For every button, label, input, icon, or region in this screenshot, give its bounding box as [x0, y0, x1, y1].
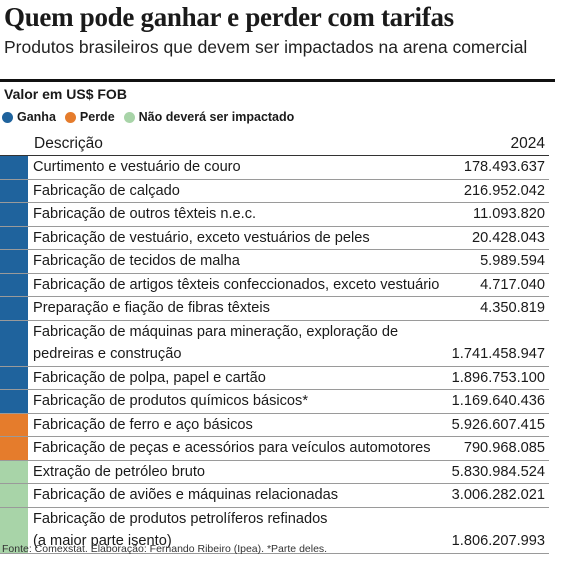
table-row: Fabricação de polpa, papel e cartão 1.896… — [0, 366, 549, 390]
page-subtitle: Produtos brasileiros que devem ser impac… — [4, 37, 528, 57]
row-value: 790.968.085 — [463, 440, 545, 456]
row-description: Fabricação de tecidos de malha — [33, 253, 240, 269]
row-description: Fabricação de aviões e máquinas relacion… — [33, 487, 339, 503]
table-row: Fabricação de aviões e máquinas relacion… — [0, 484, 549, 508]
table-row: Fabricação de máquinas para mineração, e… — [0, 320, 549, 367]
table-row: Fabricação de ferro e aço básicos 5.926.6… — [0, 413, 549, 437]
category-color-bar — [0, 250, 28, 273]
category-color-bar — [0, 507, 28, 553]
row-value: 4.350.819 — [480, 300, 545, 316]
row-description: Fabricação de ferro e aço básicos — [33, 416, 253, 433]
legend-dot-ganha — [2, 111, 13, 123]
table-row: Extração de petróleo bruto 5.830.984.524 — [0, 460, 549, 484]
row-description: Fabricação de artigos têxteis confeccion… — [33, 276, 440, 293]
row-value: 216.952.042 — [463, 182, 545, 199]
row-value: 178.493.637 — [463, 159, 545, 175]
category-color-bar — [0, 437, 28, 460]
table-row: Fabricação de artigos têxteis confeccion… — [0, 273, 549, 297]
row-description: Fabricação de outros têxteis n.e.c. — [33, 206, 257, 222]
table-row: Fabricação de vestuário, exceto vestuári… — [0, 226, 549, 250]
legend-dot-neutro — [123, 111, 135, 123]
category-color-bar — [0, 484, 28, 507]
legend-label-perde: Perde — [79, 110, 115, 124]
legend-label-neutro: Não deverá ser impactado — [138, 110, 295, 124]
unit-label: Valor em US$ FOB — [4, 86, 127, 102]
column-header-year: 2024 — [510, 135, 545, 152]
row-description: Curtimento e vestuário de couro — [33, 159, 241, 175]
category-color-bar — [0, 203, 28, 226]
column-header-descricao: Descrição — [34, 135, 103, 152]
table-row: Fabricação de calçado 216.952.042 — [0, 179, 549, 203]
row-value: 11.093.820 — [473, 206, 545, 222]
category-color-bar — [0, 320, 28, 366]
category-color-bar — [0, 297, 28, 320]
page-title: Quem pode ganhar e perder com tarifas — [4, 2, 454, 32]
legend-item-perde: Perde — [64, 110, 115, 124]
row-description: Extração de petróleo bruto — [33, 463, 205, 480]
row-description: Fabricação de vestuário, exceto vestuári… — [33, 229, 370, 246]
table-row: Fabricação de produtos químicos básicos*… — [0, 390, 549, 414]
legend-dot-perde — [64, 111, 76, 123]
table-row: Fabricação de tecidos de malha 5.989.594 — [0, 250, 549, 274]
legend: Ganha Perde Não deverá ser impactado — [2, 110, 303, 124]
row-description: Fabricação de máquinas para mineração, e… — [33, 323, 399, 363]
row-value: 5.926.607.415 — [451, 416, 545, 433]
table-row: Fabricação de produtos petrolíferos refi… — [0, 507, 549, 554]
row-value: 1.169.640.436 — [451, 393, 545, 409]
category-color-bar — [0, 273, 28, 296]
legend-item-ganha: Ganha — [2, 110, 56, 124]
row-value: 20.428.043 — [471, 229, 545, 246]
table-row: Fabricação de peças e acessórios para ve… — [0, 437, 549, 461]
products-table: Descrição 2024 Curtimento e vestuário de… — [0, 133, 549, 554]
source-note: Fonte: Comexstat. Elaboração: Fernando R… — [2, 543, 328, 555]
category-color-bar — [0, 156, 28, 179]
table-row: Preparação e fiação de fibras têxteis 4.3… — [0, 297, 549, 321]
table-body: Curtimento e vestuário de couro 178.493.6… — [0, 156, 549, 554]
category-color-bar — [0, 390, 28, 413]
table-row: Fabricação de outros têxteis n.e.c. 11.09… — [0, 203, 549, 227]
row-description: Fabricação de produtos petrolíferos refi… — [33, 510, 328, 550]
row-description: Fabricação de peças e acessórios para ve… — [33, 440, 431, 456]
row-description: Preparação e fiação de fibras têxteis — [33, 300, 270, 316]
category-color-bar — [0, 179, 28, 202]
legend-label-ganha: Ganha — [17, 110, 56, 124]
category-color-bar — [0, 413, 28, 436]
row-description: Fabricação de produtos químicos básicos* — [33, 393, 308, 409]
table-header: Descrição 2024 — [0, 133, 549, 156]
row-value: 1.896.753.100 — [451, 369, 545, 386]
row-value: 5.989.594 — [480, 253, 545, 269]
category-color-bar — [0, 226, 28, 249]
header-divider — [0, 79, 555, 82]
row-value: 5.830.984.524 — [451, 463, 545, 480]
category-color-bar — [0, 460, 28, 483]
row-description: Fabricação de polpa, papel e cartão — [33, 369, 266, 386]
row-description: Fabricação de calçado — [33, 182, 180, 199]
legend-item-neutro: Não deverá ser impactado — [123, 110, 295, 124]
row-value: 3.006.282.021 — [451, 487, 545, 503]
row-value: 1.806.207.993 — [451, 533, 545, 549]
table-row: Curtimento e vestuário de couro 178.493.6… — [0, 156, 549, 180]
row-value: 1.741.458.947 — [451, 346, 545, 362]
category-color-bar — [0, 366, 28, 389]
row-value: 4.717.040 — [480, 276, 545, 293]
